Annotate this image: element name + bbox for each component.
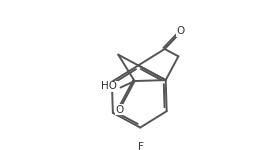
- Text: O: O: [115, 105, 124, 115]
- Text: F: F: [138, 142, 144, 150]
- Text: O: O: [177, 26, 185, 36]
- Text: HO: HO: [101, 81, 117, 91]
